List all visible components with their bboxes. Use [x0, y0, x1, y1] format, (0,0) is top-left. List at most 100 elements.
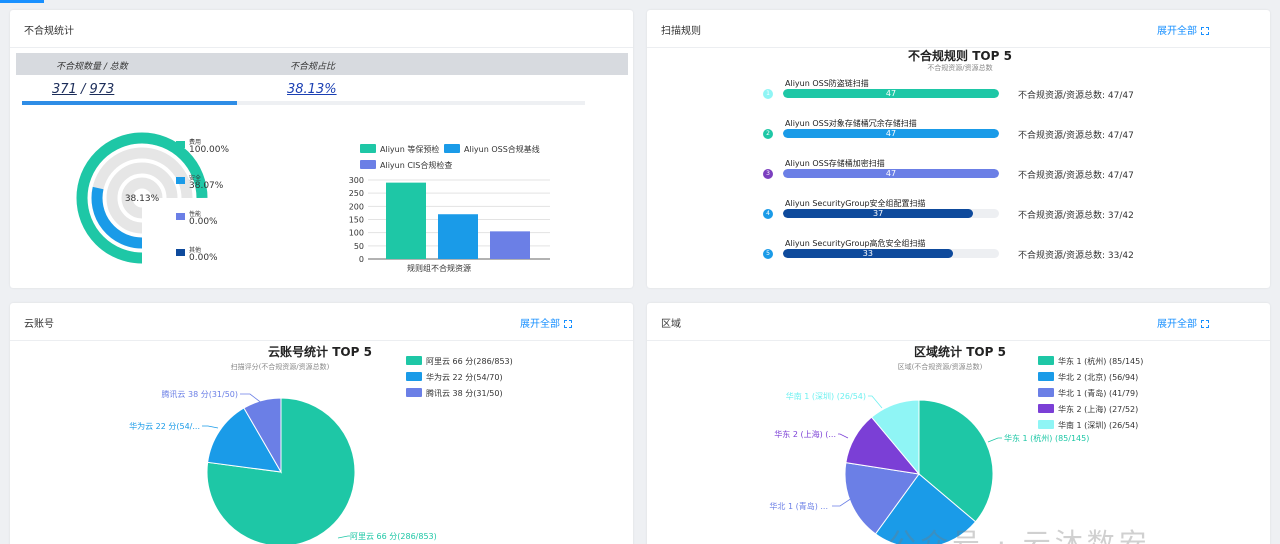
- stat-header-bar: 不合规数量 / 总数 不合规占比: [16, 53, 628, 75]
- rule-stat: 不合规资源/资源总数: 33/42: [1018, 251, 1134, 261]
- pie-legend-swatch: [1038, 420, 1054, 429]
- pie-legend-label: 华东 1 (杭州) (85/145): [1058, 357, 1144, 366]
- rule-rank-dot: 3: [763, 169, 773, 179]
- rule-rank-dot: 2: [763, 129, 773, 139]
- bar-rule-group-1[interactable]: [438, 214, 478, 259]
- accounts-chart-title: 云账号统计 TOP 5: [268, 345, 372, 359]
- rule-progress-track: 37: [783, 209, 999, 218]
- card-title: 扫描规则: [661, 26, 701, 37]
- pie-slice-0[interactable]: [918, 399, 994, 523]
- rule-progress-fill: 47: [783, 89, 999, 98]
- rule-rank-dot: 1: [763, 89, 773, 99]
- pie-slice-1[interactable]: [874, 473, 977, 544]
- pie-slice-4[interactable]: [870, 399, 920, 476]
- pie-legend-item[interactable]: 华东 2 (上海) (27/52): [1038, 404, 1138, 415]
- bar-legend-swatch: [360, 144, 376, 153]
- pie-legend-swatch: [1038, 356, 1054, 365]
- bar-y-tick: 150: [349, 216, 364, 225]
- pie-label-leader: [838, 433, 849, 439]
- pie-legend-label: 华东 2 (上海) (27/52): [1058, 405, 1139, 414]
- noncompliant-count-link[interactable]: 371: [52, 82, 77, 97]
- pie-label-leader: [987, 437, 1002, 443]
- regions-pie-chart: 华东 1 (杭州) (85/145) 华北 1 (青岛) ... 华东 2 (上海)…: [769, 391, 1089, 544]
- card-header: 区域 展开全部: [647, 303, 1270, 341]
- pie-slice-label: 腾讯云 38 分(31/50): [161, 389, 238, 399]
- donut-legend-value: 0.00%: [189, 253, 218, 263]
- pie-legend-item[interactable]: 阿里云 66 分(286/853): [406, 356, 513, 367]
- pie-slice-label: 阿里云 66 分(286/853): [350, 532, 437, 541]
- pie-slice-2[interactable]: [243, 397, 282, 474]
- bar-y-tick: 250: [349, 189, 364, 198]
- donut-ring-track: [106, 162, 178, 234]
- expand-label: 展开全部: [1157, 319, 1197, 330]
- rule-group-bar-chart: 0 50 100 150 200 250 300 规则组不合规资源: [349, 176, 550, 273]
- expand-icon: [1201, 320, 1209, 328]
- bar-legend-item[interactable]: Aliyun OSS合规基线: [444, 144, 540, 155]
- rule-stat: 不合规资源/资源总数: 47/47: [1018, 91, 1134, 101]
- pie-legend-item[interactable]: 华北 1 (青岛) (41/79): [1038, 388, 1138, 399]
- donut-ring-1: [91, 186, 143, 249]
- donut-center-label: 38.13%: [125, 194, 160, 204]
- bar-legend-item[interactable]: Aliyun 等保预检: [360, 144, 439, 155]
- pie-legend-swatch: [406, 372, 422, 381]
- count-separator: /: [80, 82, 86, 97]
- bar-rule-group-2[interactable]: [490, 231, 530, 259]
- bar-y-tick: 0: [359, 255, 364, 264]
- pie-label-leader: [868, 395, 883, 409]
- donut-legend-swatch: [176, 177, 185, 184]
- rule-name[interactable]: Aliyun SecurityGroup安全组配置扫描: [785, 199, 926, 208]
- expand-all-button[interactable]: 展开全部: [1157, 22, 1209, 37]
- pie-legend-label: 华北 1 (青岛) (41/79): [1058, 389, 1139, 398]
- ratio-label: 不合规占比: [290, 62, 336, 72]
- pie-label-leader: [240, 393, 264, 405]
- bar-y-tick: 300: [349, 176, 364, 185]
- pie-legend-label: 阿里云 66 分(286/853): [426, 357, 513, 366]
- pie-slice-label: 华东 1 (杭州) (85/145): [1004, 433, 1089, 443]
- pie-legend-item[interactable]: 华南 1 (深圳) (26/54): [1038, 420, 1138, 431]
- card-title: 区域: [661, 319, 681, 330]
- bar-legend-item[interactable]: Aliyun CIS合规检查: [360, 160, 452, 171]
- total-count-link[interactable]: 973: [89, 82, 115, 97]
- bar-legend-swatch: [444, 144, 460, 153]
- rule-progress-track: 47: [783, 169, 999, 178]
- rule-stat: 不合规资源/资源总数: 47/47: [1018, 131, 1134, 141]
- bar-legend-label: Aliyun CIS合规检查: [380, 161, 453, 170]
- expand-all-button[interactable]: 展开全部: [1157, 315, 1209, 330]
- pie-legend-swatch: [1038, 388, 1054, 397]
- donut-legend-value: 38.07%: [189, 181, 224, 191]
- rule-name[interactable]: Aliyun SecurityGroup高危安全组扫描: [785, 239, 926, 248]
- pie-slice-1[interactable]: [207, 407, 282, 473]
- pie-slice-label: 华东 2 (上海) (...: [774, 429, 836, 439]
- bar-legend-label: Aliyun OSS合规基线: [464, 145, 540, 154]
- rule-name[interactable]: Aliyun OSS对象存储桶冗余存储扫描: [785, 119, 917, 128]
- pie-legend-item[interactable]: 华北 2 (北京) (56/94): [1038, 372, 1138, 383]
- pie-slice-label: 华南 1 (深圳) (26/54): [786, 391, 866, 401]
- bar-y-tick: 200: [349, 202, 364, 211]
- pie-label-leader: [337, 535, 350, 539]
- regions-chart-subtitle: 区域(不合规资源/资源总数): [897, 363, 983, 371]
- pie-label-leader: [832, 497, 853, 507]
- ratio-link[interactable]: 38.13%: [287, 82, 337, 97]
- card-header: 不合规统计: [10, 10, 633, 48]
- bar-legend-label: Aliyun 等保预检: [380, 145, 440, 154]
- category-donut-chart: 38.13%: [76, 132, 208, 264]
- pie-legend-item[interactable]: 华东 1 (杭州) (85/145): [1038, 356, 1143, 367]
- bar-rule-group-0[interactable]: [386, 182, 426, 259]
- donut-legend-value: 0.00%: [189, 217, 218, 227]
- pie-slice-2[interactable]: [844, 462, 920, 535]
- donut-legend-name: 性能: [189, 211, 202, 218]
- accounts-chart-subtitle: 扫描评分(不合规资源/资源总数): [230, 363, 330, 371]
- rule-progress-fill: 33: [783, 249, 953, 258]
- pie-legend-item[interactable]: 华为云 22 分(54/70): [406, 372, 503, 383]
- rule-name[interactable]: Aliyun OSS存储桶加密扫描: [785, 159, 885, 168]
- rule-name[interactable]: Aliyun OSS防盗链扫描: [785, 79, 869, 88]
- accounts-pie-chart: 阿里云 66 分(286/853) 华为云 22 分(54/... 腾讯云 38 分…: [129, 389, 437, 544]
- pie-slice-label: 华北 1 (青岛) ...: [769, 501, 828, 511]
- rules-chart-title: 不合规规则 TOP 5: [908, 49, 1012, 63]
- pie-legend-item[interactable]: 腾讯云 38 分(31/50): [406, 388, 503, 399]
- rule-stat: 不合规资源/资源总数: 37/42: [1018, 211, 1134, 221]
- expand-all-button[interactable]: 展开全部: [520, 315, 572, 330]
- rule-stat: 不合规资源/资源总数: 47/47: [1018, 171, 1134, 181]
- pie-legend-label: 华南 1 (深圳) (26/54): [1058, 421, 1139, 430]
- rule-rank-dot: 4: [763, 209, 773, 219]
